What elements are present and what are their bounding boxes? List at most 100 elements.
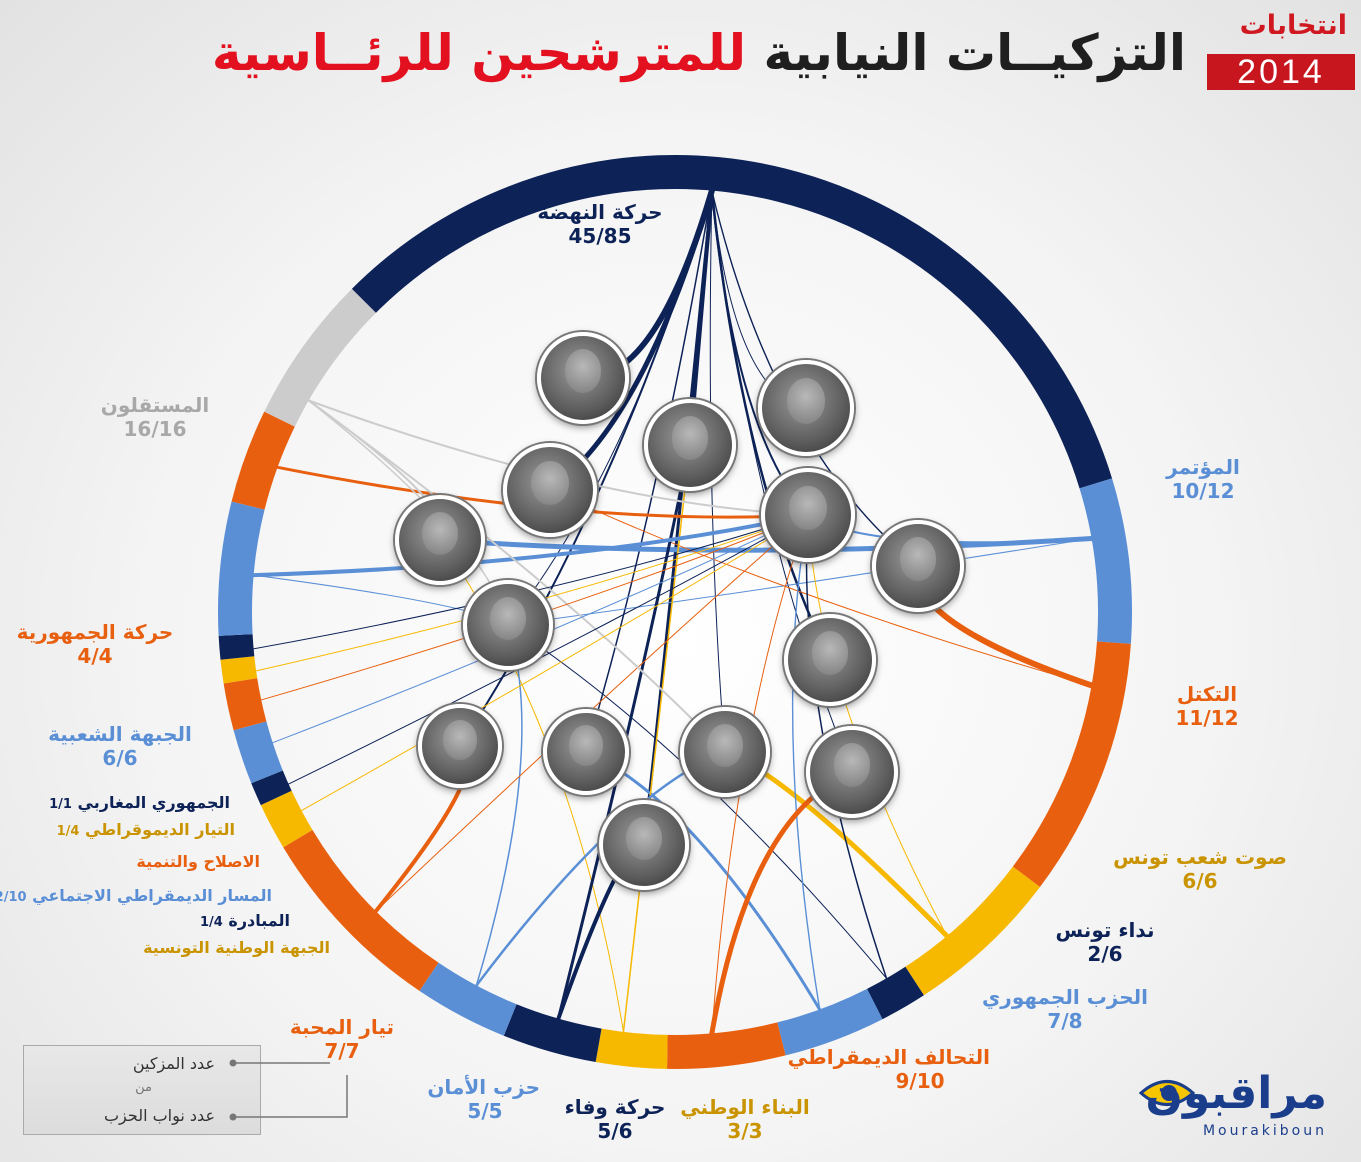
ring-arc-mahabba — [283, 829, 439, 991]
ring-arc-joumhouria — [231, 411, 295, 510]
party-count: 3/3 — [727, 1119, 763, 1143]
party-label-mostakilloun: المستقلون 16/16 — [90, 393, 220, 441]
party-name: حركة الجمهورية — [16, 620, 174, 644]
ring-arc-nahda — [351, 155, 1113, 489]
ring-arc-nidaa — [866, 966, 924, 1020]
party-count: 6/6 — [102, 746, 138, 770]
party-label-aman: حزب الأمان 5/5 — [427, 1075, 540, 1123]
link-jabha_watania — [301, 514, 809, 812]
candidate-photo — [872, 520, 964, 612]
party-name: الحزب الجمهوري — [981, 985, 1149, 1009]
party-count: 1/4 — [56, 824, 80, 839]
party-name: المبادرة — [228, 911, 290, 930]
ring-arc-joumhouri — [777, 988, 883, 1056]
link-takattol — [549, 489, 1093, 686]
link-massar — [272, 514, 809, 744]
party-label-tahalof: التحالف الديمقراطي 9/10 — [787, 1045, 990, 1093]
link-jabha_chaabia — [251, 513, 810, 578]
ring-arc-massar — [233, 721, 283, 784]
ring-arc-aman — [419, 962, 517, 1036]
title-part-2: للمترشحين للرئــاسية — [211, 24, 747, 82]
party-label-moutamar: المؤتمر 10/12 — [1148, 455, 1258, 503]
link-nahda — [710, 189, 832, 662]
party-label-joumhouria: حركة الجمهورية 4/4 — [5, 620, 185, 668]
logo-latin: Mourakiboun — [1202, 1123, 1327, 1139]
eye-icon — [1139, 1080, 1195, 1106]
party-count: 9/10 — [895, 1069, 945, 1093]
party-label-sawt: صوت شعب تونس 6/6 — [1110, 845, 1290, 893]
candidate-photo — [784, 614, 876, 706]
party-label-islah: الاصلاح والتنمية — [100, 852, 260, 871]
party-label-wafaa: حركة وفاء 5/6 — [560, 1095, 670, 1143]
party-count: 7/8 — [1047, 1009, 1083, 1033]
ring-arc-wafaa — [503, 1004, 602, 1063]
party-label-nidaa: نداء تونس 2/6 — [1040, 918, 1170, 966]
party-label-jabha_chaabia: الجبهة الشعبية 6/6 — [35, 722, 205, 770]
link-nahda — [459, 189, 713, 747]
party-label-mahabba: تيار المحبة 7/7 — [282, 1015, 402, 1063]
party-count: 1/1 — [49, 797, 72, 812]
link-moubadara — [288, 514, 809, 785]
party-count: 2/10 — [0, 890, 27, 905]
party-name: المسار الديمقراطي الاجتماعي — [32, 886, 272, 905]
candidate-photo — [503, 443, 597, 537]
party-name: التيار الديموقراطي — [84, 820, 235, 839]
ring-arc-sawt — [905, 866, 1040, 996]
candidate-photo — [761, 468, 855, 562]
ring-arc-jabha_chaabia — [218, 501, 265, 636]
legend-party-mps: عدد نواب الحزب — [103, 1106, 215, 1125]
ring-arc-moubadara — [251, 770, 292, 806]
legend-box: عدد المزكين من عدد نواب الحزب — [23, 1045, 261, 1135]
party-count: 10/12 — [1171, 479, 1235, 503]
link-nidaa — [805, 514, 888, 980]
ring-arc-islah — [223, 677, 267, 731]
link-nahda — [507, 190, 713, 626]
party-name: التحالف الديمقراطي — [787, 1045, 990, 1069]
link-maghrebi — [253, 514, 809, 650]
party-name: تيار المحبة — [289, 1015, 395, 1039]
election-2014-badge: انتخابات 2014 — [1207, 8, 1355, 92]
link-moutamar — [437, 536, 1095, 553]
party-label-nahda: حركة النهضة 45/85 — [530, 200, 670, 248]
party-name: الجبهة الوطنية التونسية — [143, 938, 330, 957]
mourakiboun-logo: مراقبون Mourakiboun — [1135, 1068, 1345, 1148]
page-title: التزكيــات النيابية للمترشحين للرئــاسية — [212, 18, 1186, 88]
link-mahabba — [375, 514, 809, 912]
legend-endorsers: عدد المزكين — [132, 1054, 215, 1073]
ring-arc-takattol — [1012, 641, 1131, 888]
link-islah — [260, 514, 809, 701]
party-label-tayar: التيار الديموقراطي 1/4 — [25, 820, 235, 839]
party-count: 5/5 — [467, 1099, 503, 1123]
link-nahda — [709, 190, 726, 753]
logo-arabic: مراقبون — [1145, 1068, 1327, 1119]
links-layer — [251, 187, 1095, 1036]
badge-year: 2014 — [1207, 54, 1355, 90]
legend-connector — [229, 1059, 348, 1121]
link-nahda — [585, 189, 713, 753]
legend-of: من — [135, 1080, 152, 1095]
party-count: 5/6 — [597, 1119, 633, 1143]
party-name: حركة وفاء — [564, 1095, 666, 1119]
ring-arc-tahalof — [667, 1022, 786, 1069]
party-name: الاصلاح والتنمية — [136, 852, 260, 871]
party-count: 16/16 — [123, 417, 187, 441]
party-name: حركة النهضة — [537, 200, 663, 224]
candidate-photo — [537, 332, 629, 424]
ring-arc-jabha_watania — [260, 790, 313, 848]
title-part-1: التزكيــات النيابية — [763, 24, 1186, 82]
party-label-binaa: البناء الوطني 3/3 — [680, 1095, 810, 1143]
candidate-photo — [599, 800, 689, 890]
party-name: صوت شعب تونس — [1113, 845, 1287, 869]
candidate-photo — [680, 707, 770, 797]
party-name: الجبهة الشعبية — [48, 722, 192, 746]
party-label-takattol: التكتل 11/12 — [1162, 682, 1252, 730]
party-name: الجمهوري المغاربي — [77, 793, 230, 812]
party-name: حزب الأمان — [427, 1075, 540, 1099]
candidate-photo — [395, 495, 485, 585]
party-label-jabha_watania: الجبهة الوطنية التونسية — [100, 938, 330, 957]
badge-word: انتخابات — [1239, 10, 1347, 41]
party-count: 4/4 — [77, 644, 113, 668]
party-name: البناء الوطني — [680, 1095, 810, 1119]
party-count: 7/7 — [324, 1039, 360, 1063]
